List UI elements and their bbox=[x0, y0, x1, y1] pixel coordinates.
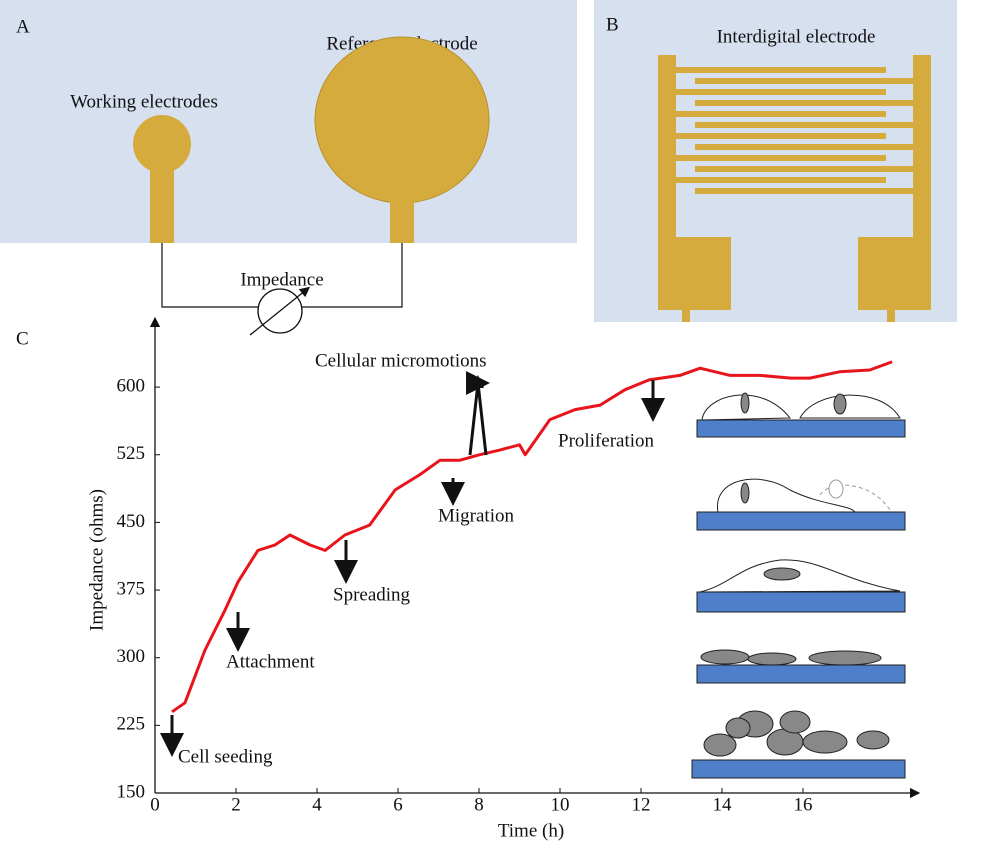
x-tick-label: 2 bbox=[231, 794, 241, 815]
working-label: Working electrodes bbox=[70, 91, 218, 112]
panel-a: A Reference electrode Working electrodes… bbox=[0, 0, 577, 335]
annotation: Cellular micromotions bbox=[315, 350, 487, 371]
x-tick-label: 12 bbox=[632, 794, 651, 815]
impedance-label: Impedance bbox=[240, 269, 323, 290]
micromotion-arrow bbox=[470, 383, 486, 455]
micromotion-arrowhead bbox=[472, 375, 484, 388]
panel-background bbox=[0, 0, 577, 243]
y-tick-label: 300 bbox=[117, 646, 146, 667]
x-tick-label: 16 bbox=[794, 794, 813, 815]
reference-stem bbox=[390, 195, 414, 243]
panel-label: C bbox=[16, 328, 29, 349]
working-stem bbox=[150, 160, 174, 243]
panel-b: B Interdigital electrode bbox=[594, 0, 957, 322]
x-tick-label: 8 bbox=[474, 794, 484, 815]
y-tick-label: 450 bbox=[117, 511, 146, 532]
y-axis-label: Impedance (ohms) bbox=[86, 489, 107, 631]
panel-title: Interdigital electrode bbox=[717, 26, 876, 47]
x-tick-label: 6 bbox=[393, 794, 403, 815]
panel-label: B bbox=[606, 14, 619, 35]
panel-label: A bbox=[16, 16, 30, 37]
x-tick-label: 4 bbox=[312, 794, 322, 815]
figure: A Reference electrode Working electrodes… bbox=[0, 0, 981, 847]
y-tick-label: 150 bbox=[117, 781, 146, 802]
x-tick-label: 10 bbox=[551, 794, 570, 815]
x-tick-label: 0 bbox=[150, 794, 160, 815]
y-tick-label: 225 bbox=[117, 714, 146, 735]
y-tick-label: 600 bbox=[117, 375, 146, 396]
y-tick-label: 375 bbox=[117, 578, 146, 599]
annotation: Spreading bbox=[333, 584, 411, 605]
y-tick-label: 525 bbox=[117, 443, 146, 464]
x-tick-label: 14 bbox=[713, 794, 733, 815]
annotation: Cell seeding bbox=[178, 746, 273, 767]
reference-electrode bbox=[315, 37, 489, 203]
annotation: Attachment bbox=[226, 651, 315, 672]
annotation: Proliferation bbox=[558, 430, 655, 451]
x-axis-label: Time (h) bbox=[498, 820, 564, 841]
cell-illustrations bbox=[692, 393, 905, 778]
annotation: Migration bbox=[438, 505, 514, 526]
